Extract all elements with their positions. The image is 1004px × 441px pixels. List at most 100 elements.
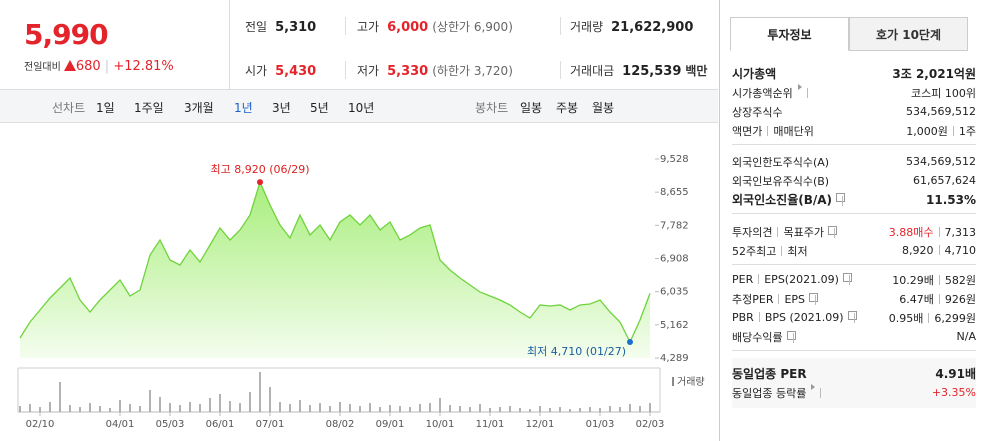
volume-bar [369, 403, 371, 412]
candle-button[interactable]: 월봉 [592, 101, 615, 115]
value-text: +3.35% [931, 386, 976, 399]
row-label: 시가총액순위 [732, 84, 802, 101]
row-label: 외국인소진율(B/A) [732, 191, 846, 208]
info-section: 시가총액 3조 2,021억원 시가총액순위 코스피 100위 상장주식수 534,569… [732, 60, 976, 145]
period-button[interactable]: 1년 [234, 101, 253, 115]
quote-value: 21,622,900 [611, 20, 694, 35]
help-icon[interactable] [836, 193, 846, 202]
x-tick-label: 09/01 [376, 419, 405, 430]
legend-label: 거래량 [677, 376, 705, 388]
row-value: 코스피 100위 [911, 85, 976, 101]
value-text: 6,299원 [923, 312, 976, 325]
value-text: 61,657,624 [913, 174, 976, 187]
change: 전일대비 680 | +12.81% [24, 59, 174, 74]
period-button[interactable]: 3년 [272, 101, 291, 115]
row-value: 534,569,512 [906, 155, 976, 168]
period-button[interactable]: 1주일 [134, 101, 164, 115]
tab[interactable]: 투자정보 [730, 17, 849, 51]
volume-bar [219, 394, 221, 412]
label-text: BPS (2021.09) [754, 311, 844, 324]
help-icon[interactable] [842, 273, 852, 282]
high-label: 최고 8,920 (06/29) [210, 163, 309, 176]
price-area [20, 182, 650, 358]
period-button[interactable]: 1일 [96, 101, 115, 115]
candle-button[interactable]: 일봉 [520, 101, 543, 115]
quote-header: 5,990 전일대비 680 | +12.81% 전일 5,310 고가 6,000 (상… [0, 0, 718, 90]
period-button[interactable]: 10년 [348, 101, 375, 115]
y-tick-label: 6,908 [660, 254, 689, 265]
quote-cell: 거래량 21,622,900 [570, 18, 693, 35]
arrow-icon [797, 84, 802, 90]
help-icon[interactable] [786, 330, 796, 340]
row-label: 시가총액 [732, 65, 776, 82]
volume-bar [429, 403, 431, 412]
volume-bar [59, 382, 61, 412]
row-label: PER EPS(2021.09) [732, 273, 852, 286]
x-tick-label: 02/03 [636, 419, 665, 430]
label-text: 외국인한도주식수(A) [732, 155, 830, 169]
volume-bar [629, 404, 631, 412]
info-row: 동일업종 PER 4.91배 [732, 364, 976, 383]
y-tick-label: 5,162 [660, 320, 689, 331]
info-section: 동일업종 PER 4.91배 동일업종 등락률 +3.35% [732, 358, 976, 408]
quote-cell: 고가 6,000 (상한가 6,900) [357, 18, 513, 35]
value-text: 0.95배 [888, 311, 924, 325]
period-button[interactable]: 5년 [310, 101, 329, 115]
info-section: 투자의견 목표주가 3.88매수 7,313 52주최고 최저 8,920 4,710 [732, 218, 976, 265]
line-chart-label: 선차트 [52, 101, 86, 115]
help-icon[interactable] [847, 311, 857, 320]
info-row: PBR BPS (2021.09) 0.95배 6,299원 [732, 308, 976, 327]
y-tick-label: 9,528 [660, 154, 689, 165]
label-text: PER [732, 273, 754, 286]
row-label: 외국인한도주식수(A) [732, 154, 829, 170]
volume-bar [239, 403, 241, 412]
info-panel: 투자정보 호가 10단계 시가총액 3조 2,021억원 시가총액순위 코스피 100위 상… [719, 0, 1004, 441]
info-row: 투자의견 목표주가 3.88매수 7,313 [732, 222, 976, 241]
volume-bar [309, 405, 311, 412]
label-text: 외국인소진율(B/A) [732, 193, 833, 207]
info-row: 동일업종 등락률 +3.35% [732, 383, 976, 402]
volume-bar [289, 404, 291, 412]
volume-bar [449, 405, 451, 412]
candle-button[interactable]: 주봉 [556, 101, 579, 115]
value-text: 7,313 [934, 226, 977, 239]
label-text: 투자의견 [732, 225, 773, 239]
quote-value: 5,430 [275, 64, 317, 79]
volume-bar [149, 390, 151, 412]
x-tick-label: 06/01 [206, 419, 235, 430]
info-row: 상장주식수 534,569,512 [732, 102, 976, 121]
volume-bar [609, 406, 611, 412]
row-value: 8,920 4,710 [902, 244, 976, 257]
x-tick-label: 08/02 [326, 419, 355, 430]
volume-bar [639, 406, 641, 412]
volume-bar [539, 406, 541, 412]
tab[interactable]: 호가 10단계 [849, 17, 968, 51]
info-section: 외국인한도주식수(A) 534,569,512 외국인보유주식수(B) 61,657,… [732, 148, 976, 214]
quote-value: 125,539 [622, 64, 682, 79]
period-button[interactable]: 3개월 [184, 101, 214, 115]
volume-bar [19, 406, 21, 412]
quote-label: 저가 [357, 64, 380, 78]
volume-bar [169, 403, 171, 412]
volume-bar [119, 400, 121, 412]
volume-bar [29, 404, 31, 412]
help-icon[interactable] [809, 292, 819, 302]
volume-bar [249, 392, 251, 412]
x-tick-label: 10/01 [426, 419, 455, 430]
quote-cell: 전일 5,310 [245, 18, 316, 35]
x-tick-label: 07/01 [256, 419, 285, 430]
volume-bar [109, 408, 111, 412]
info-row: 시가총액순위 코스피 100위 [732, 83, 976, 102]
volume-bar [399, 406, 401, 412]
volume-bar [39, 407, 41, 412]
quote-cell: 저가 5,330 (하한가 3,720) [357, 62, 513, 79]
volume-bar [459, 406, 461, 412]
value-text: 3.88매수 [888, 225, 934, 239]
label-text: 배당수익률 [732, 330, 783, 344]
volume-bar [329, 406, 331, 412]
change-value: 680 [75, 59, 101, 74]
label-text: 시가총액 [732, 67, 777, 81]
help-icon[interactable] [827, 225, 837, 235]
info-row: 추정PER EPS 6.47배 926원 [732, 289, 976, 308]
info-section: PER EPS(2021.09) 10.29배 582원 추정PER EPS 6.47배 92… [732, 266, 976, 351]
